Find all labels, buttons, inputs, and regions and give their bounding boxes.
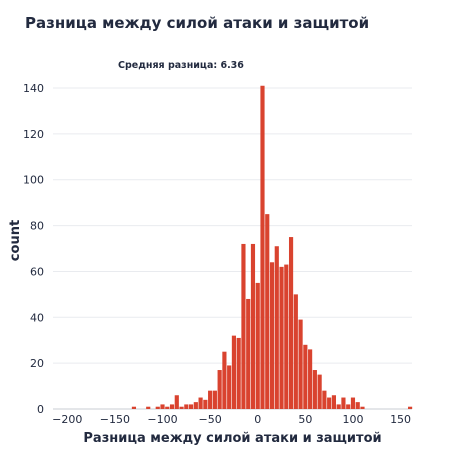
chart-title: Разница между силой атаки и защитой (25, 14, 370, 32)
histogram-bar (250, 243, 256, 409)
histogram-bar (179, 406, 184, 409)
histogram-bar (331, 395, 336, 409)
histogram-bar (274, 246, 279, 409)
histogram-bar (193, 402, 198, 409)
mean-annotation: Средняя разница: 6.36 (118, 60, 244, 71)
y-tick-label: 60 (30, 265, 44, 278)
histogram-bar (265, 214, 270, 409)
histogram-bar (246, 298, 251, 409)
histogram-bar (255, 282, 260, 409)
histogram-bar (408, 406, 413, 409)
histogram-bar (217, 370, 222, 409)
histogram-bar (350, 397, 356, 409)
histogram-bar (298, 319, 303, 409)
histogram-bar (203, 399, 208, 409)
histogram-bar (279, 266, 284, 409)
histogram-bar (269, 262, 275, 409)
y-tick-label: 20 (30, 357, 44, 370)
histogram-bar (360, 406, 365, 409)
histogram-bar (236, 337, 241, 409)
x-tick-label: −150 (100, 413, 130, 426)
histogram-bar (160, 404, 165, 409)
histogram-bar (131, 406, 137, 409)
histogram-bar (346, 404, 351, 409)
x-tick-label: 50 (298, 413, 312, 426)
histogram-bar (146, 406, 151, 409)
histogram-bar (308, 349, 313, 409)
y-tick-label: 0 (37, 403, 44, 416)
y-tick-label: 140 (23, 82, 44, 95)
histogram-bar (312, 370, 317, 409)
x-tick-label: 0 (254, 413, 261, 426)
histogram-bar (155, 406, 160, 409)
histogram-bars (131, 85, 413, 410)
histogram-bar (227, 365, 232, 409)
histogram-bar (355, 402, 360, 409)
histogram-bar (212, 390, 217, 409)
y-tick-label: 120 (23, 128, 44, 141)
y-tick-label: 100 (23, 174, 44, 187)
histogram-bar (322, 390, 327, 409)
histogram-bar (174, 395, 179, 409)
histogram-bar (184, 404, 189, 409)
histogram-bar (293, 294, 298, 409)
x-tick-label: −100 (147, 413, 177, 426)
histogram-bar (188, 404, 194, 409)
histogram-bar (288, 237, 294, 409)
x-tick-label: 100 (342, 413, 363, 426)
histogram-bar (198, 397, 203, 409)
histogram-bar (336, 404, 341, 409)
x-axis-title: Разница между силой атаки и защитой (83, 431, 381, 446)
x-tick-label: 150 (390, 413, 411, 426)
histogram-bar (341, 397, 346, 409)
y-tick-label: 40 (30, 311, 44, 324)
y-tick-label: 80 (30, 220, 44, 233)
x-axis-ticks: −200 −150 −100 −50 0 50 100 150 (52, 413, 411, 426)
x-tick-label: −50 (199, 413, 222, 426)
histogram-bar (165, 406, 170, 409)
histogram-bar (169, 404, 175, 409)
y-axis-ticks: 0 20 40 60 80 100 120 140 (23, 82, 44, 416)
x-tick-label: −200 (52, 413, 82, 426)
y-axis-title: count (8, 220, 23, 261)
histogram-bar (317, 374, 322, 409)
histogram-bar (241, 243, 246, 409)
histogram-bar (231, 335, 237, 409)
histogram-bar (208, 390, 213, 409)
histogram-bar (327, 397, 332, 409)
histogram-bar (284, 264, 289, 409)
histogram-bar (303, 344, 308, 409)
histogram-bar (260, 85, 265, 410)
histogram-bar (222, 351, 227, 409)
